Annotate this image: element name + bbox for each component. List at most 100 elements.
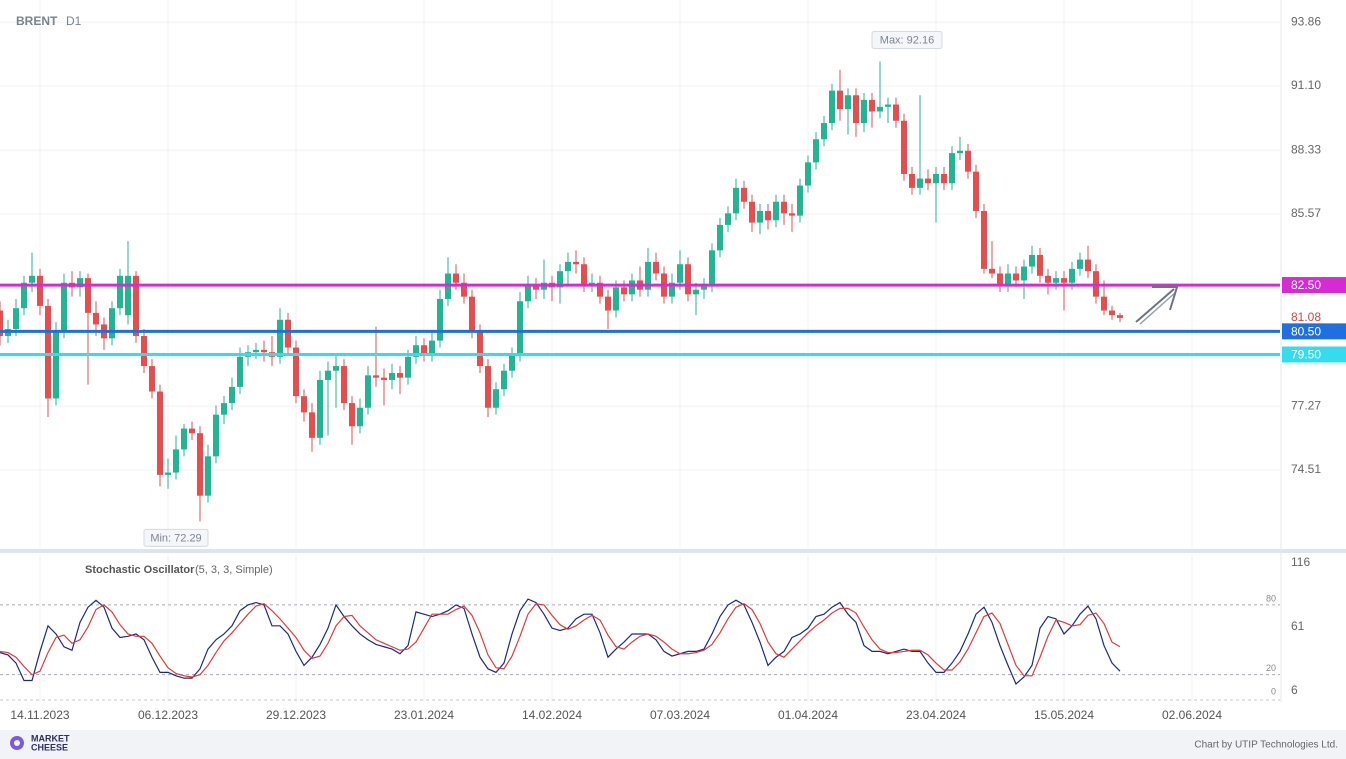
candle-body	[397, 373, 403, 378]
level-label: 80.50	[1291, 325, 1321, 339]
candle-body	[285, 319, 291, 348]
candle-body	[229, 386, 235, 404]
candle-body	[621, 287, 627, 295]
candle-body	[85, 278, 91, 313]
indicator-tick-label: 61	[1291, 619, 1305, 633]
candle-body	[557, 271, 563, 288]
candle-body	[237, 356, 243, 387]
candle-body	[1045, 275, 1051, 283]
candle-body	[701, 285, 707, 290]
level-tag	[1282, 323, 1346, 340]
x-tick-label: 02.06.2024	[1162, 708, 1222, 722]
candle-body	[565, 261, 571, 272]
candle-body	[821, 123, 827, 140]
indicator-tick-label: 116	[1291, 555, 1310, 569]
candle-body	[533, 285, 539, 290]
candle-body	[341, 366, 347, 404]
symbol: BRENT	[16, 14, 58, 28]
candle-body	[0, 310, 3, 336]
candle-body	[117, 275, 123, 309]
candle-body	[741, 187, 747, 202]
candle-body	[917, 178, 923, 188]
x-tick-label: 23.01.2024	[394, 708, 454, 722]
candle-body	[421, 345, 427, 355]
candle-body	[781, 201, 787, 214]
candle-body	[1013, 273, 1019, 281]
candle-body	[1005, 273, 1011, 286]
candle-body	[309, 412, 315, 438]
candle-body	[677, 264, 683, 283]
min-label: Min: 72.29	[150, 532, 201, 544]
logo: MARKET CHEESE	[10, 733, 70, 752]
candle-body	[1117, 315, 1123, 318]
x-tick-label: 07.03.2024	[650, 708, 710, 722]
candle-body	[13, 308, 19, 330]
candle-body	[749, 201, 755, 223]
candle-body	[365, 375, 371, 408]
candles	[0, 61, 1123, 522]
candle-body	[61, 282, 67, 332]
candle-body	[333, 366, 339, 371]
candle-body	[837, 90, 843, 110]
y-tick-label: 88.33	[1291, 142, 1321, 156]
x-tick-label: 23.04.2024	[906, 708, 966, 722]
candle-body	[901, 120, 907, 174]
y-tick-label: 93.86	[1291, 14, 1321, 28]
candle-body	[37, 275, 43, 306]
candle-body	[405, 356, 411, 378]
footer-band	[0, 730, 1346, 759]
candle-body	[629, 280, 635, 295]
indicator-line	[0, 603, 1121, 678]
candle-body	[469, 296, 475, 332]
candle-body	[109, 308, 115, 339]
arrow-head	[1152, 286, 1179, 311]
candle-body	[869, 99, 875, 112]
indicator-tick-label: 6	[1291, 683, 1298, 697]
candle-body	[813, 139, 819, 163]
level-label: 79.50	[1291, 348, 1321, 362]
candle-body	[981, 210, 987, 269]
candle-body	[205, 456, 211, 496]
candle-body	[509, 354, 515, 371]
candle-body	[301, 396, 307, 413]
candle-body	[653, 261, 659, 274]
candle-body	[805, 162, 811, 186]
min-box	[143, 528, 209, 547]
candle-body	[53, 331, 59, 399]
candle-body	[1061, 278, 1067, 283]
candle-body	[357, 407, 363, 427]
level-tag	[1282, 277, 1346, 294]
max-box	[871, 30, 943, 49]
candle-body	[293, 347, 299, 397]
candle-body	[861, 99, 867, 124]
candle-body	[989, 268, 995, 274]
candle-body	[973, 171, 979, 211]
candle-body	[1029, 254, 1035, 267]
candle-body	[685, 264, 691, 295]
x-tick-label: 15.05.2024	[1034, 708, 1094, 722]
candle-body	[645, 261, 651, 290]
candle-body	[573, 261, 579, 265]
candle-body	[725, 213, 731, 225]
plot-layer: 14.11.2023 06.12.2023 29.12.2023 23.01.2024…	[0, 0, 1346, 722]
x-tick-label: 01.04.2024	[778, 708, 838, 722]
candle-body	[381, 377, 387, 380]
candle-body	[373, 375, 379, 378]
candle-body	[669, 282, 675, 297]
candle-body	[77, 278, 83, 288]
candle-body	[965, 150, 971, 172]
candle-body	[429, 340, 435, 355]
candle-body	[261, 349, 267, 353]
candle-body	[997, 273, 1003, 286]
candle-body	[949, 153, 955, 184]
arrow-shaft	[1135, 288, 1175, 323]
candle-body	[125, 275, 131, 316]
candle-body	[29, 275, 35, 283]
candle-body	[133, 275, 139, 336]
candle-body	[413, 345, 419, 357]
candle-body	[797, 185, 803, 216]
max-label: Max: 92.16	[880, 34, 934, 46]
candle-body	[181, 428, 187, 450]
